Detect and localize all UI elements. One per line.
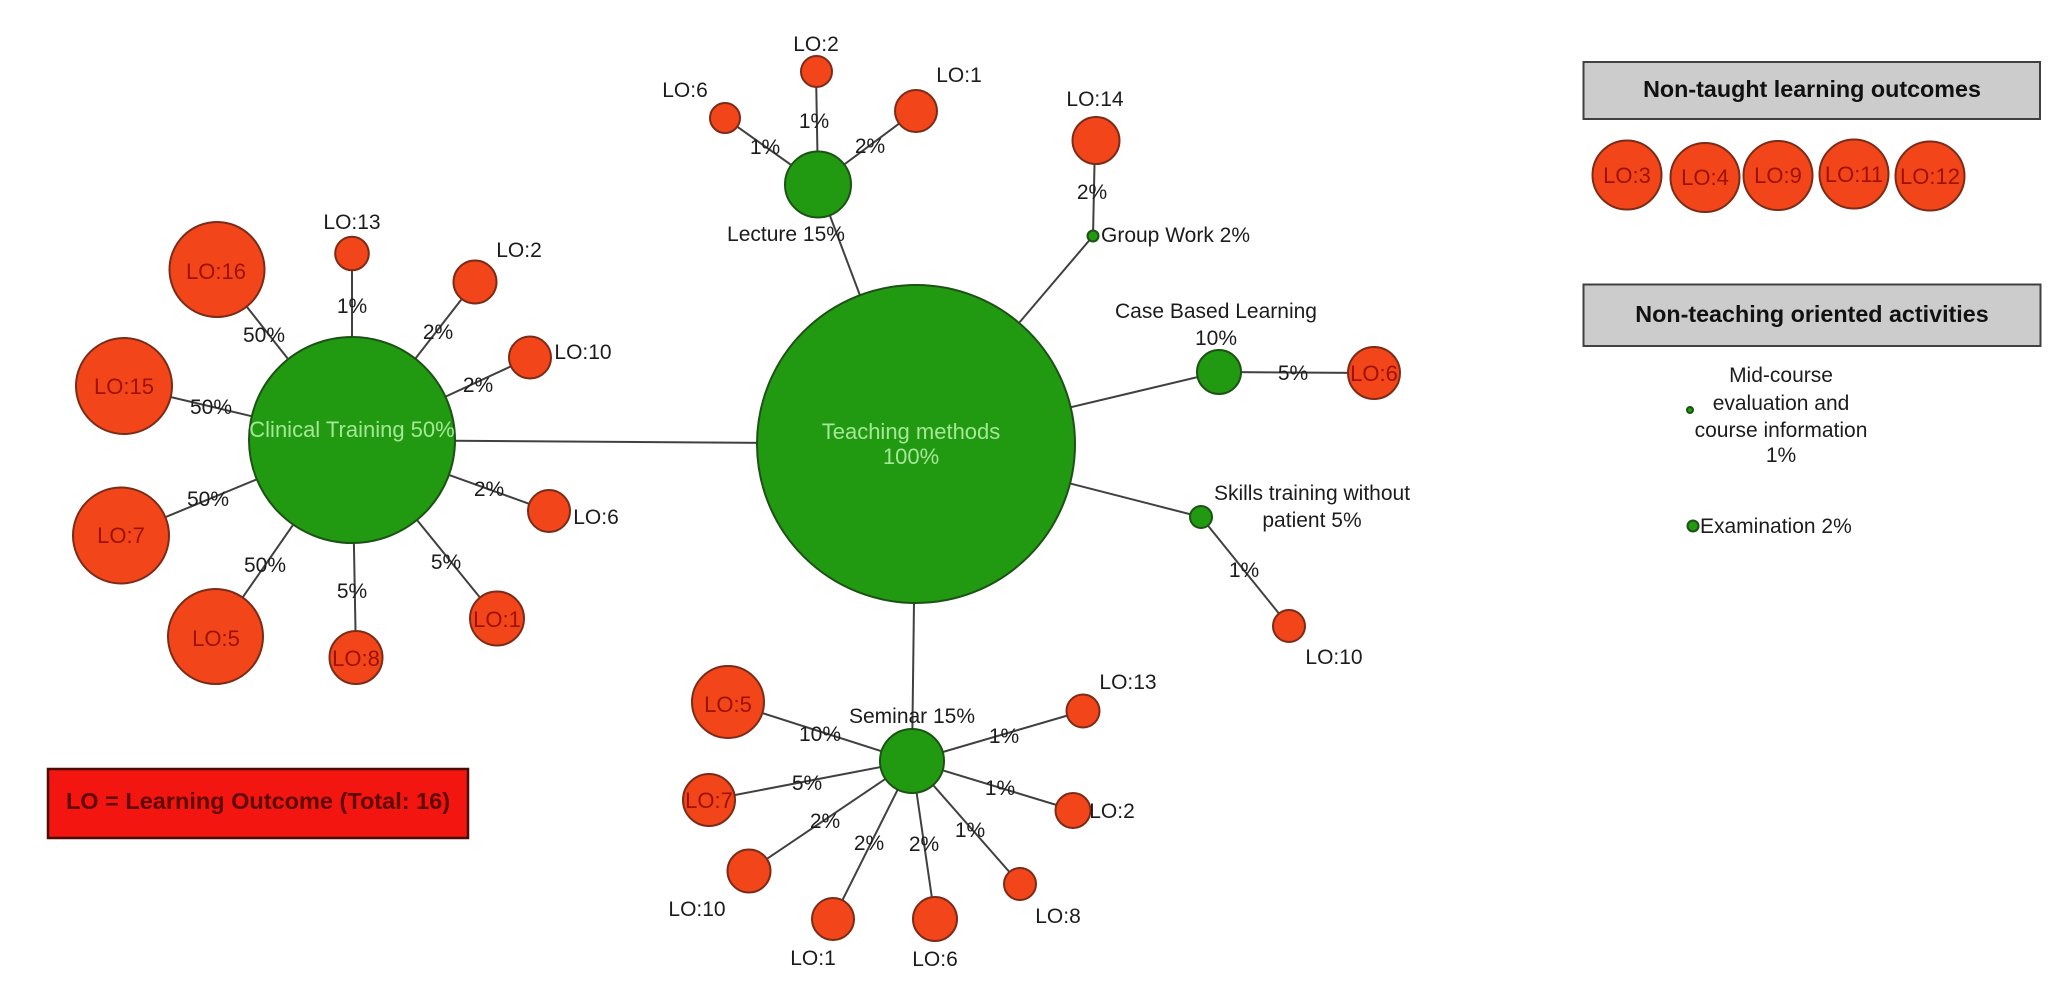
- svg-text:LO:8: LO:8: [332, 646, 380, 671]
- svg-text:50%: 50%: [187, 488, 229, 511]
- svg-text:LO:5: LO:5: [704, 692, 752, 717]
- svg-text:LO:11: LO:11: [1825, 162, 1883, 187]
- svg-text:LO:1: LO:1: [936, 64, 982, 87]
- svg-text:LO:6: LO:6: [912, 948, 958, 971]
- svg-text:LO:9: LO:9: [1754, 163, 1802, 188]
- svg-text:LO:5: LO:5: [192, 626, 240, 651]
- svg-text:LO:6: LO:6: [573, 506, 619, 529]
- svg-text:LO:1: LO:1: [473, 607, 521, 632]
- svg-text:LO:13: LO:13: [1099, 671, 1156, 694]
- svg-text:2%: 2%: [855, 135, 885, 158]
- svg-text:10%: 10%: [799, 723, 841, 746]
- svg-text:2%: 2%: [463, 374, 493, 397]
- svg-text:LO:1: LO:1: [790, 947, 836, 970]
- svg-text:5%: 5%: [1278, 362, 1308, 385]
- svg-text:LO:2: LO:2: [496, 239, 542, 262]
- svg-text:1%: 1%: [985, 777, 1015, 800]
- svg-text:5%: 5%: [431, 551, 461, 574]
- svg-text:LO:10: LO:10: [554, 341, 611, 364]
- svg-text:5%: 5%: [792, 772, 822, 795]
- svg-text:LO:2: LO:2: [1089, 800, 1135, 823]
- svg-text:LO:7: LO:7: [97, 523, 145, 548]
- svg-text:evaluation and: evaluation and: [1713, 392, 1850, 415]
- svg-text:LO:6: LO:6: [1350, 361, 1398, 386]
- svg-text:LO:3: LO:3: [1603, 163, 1651, 188]
- svg-text:2%: 2%: [909, 833, 939, 856]
- svg-text:2%: 2%: [423, 321, 453, 344]
- svg-text:Group Work 2%: Group Work 2%: [1101, 224, 1250, 247]
- svg-text:LO:10: LO:10: [1305, 646, 1362, 669]
- svg-text:Examination 2%: Examination 2%: [1700, 515, 1852, 538]
- svg-text:LO = Learning Outcome (Total:: LO = Learning Outcome (Total: 16): [66, 788, 450, 814]
- svg-text:100%: 100%: [883, 444, 939, 469]
- svg-text:1%: 1%: [750, 136, 780, 159]
- svg-text:patient 5%: patient 5%: [1262, 509, 1361, 532]
- svg-text:2%: 2%: [810, 810, 840, 833]
- svg-text:Case Based Learning: Case Based Learning: [1115, 300, 1317, 323]
- svg-text:1%: 1%: [337, 295, 367, 318]
- svg-text:LO:16: LO:16: [186, 259, 246, 284]
- svg-text:Clinical Training 50%: Clinical Training 50%: [249, 417, 454, 442]
- svg-text:Skills training without: Skills training without: [1214, 482, 1410, 505]
- svg-text:50%: 50%: [243, 324, 285, 347]
- svg-text:2%: 2%: [1077, 181, 1107, 204]
- svg-text:10%: 10%: [1195, 327, 1237, 350]
- svg-text:LO:7: LO:7: [685, 788, 733, 813]
- svg-text:1%: 1%: [989, 725, 1019, 748]
- svg-text:1%: 1%: [799, 110, 829, 133]
- svg-text:LO:13: LO:13: [323, 211, 380, 234]
- svg-text:2%: 2%: [854, 832, 884, 855]
- svg-text:Mid-course: Mid-course: [1729, 364, 1833, 387]
- svg-text:LO:4: LO:4: [1681, 165, 1729, 190]
- svg-text:1%: 1%: [1229, 559, 1259, 582]
- svg-text:Seminar 15%: Seminar 15%: [849, 705, 975, 728]
- svg-text:Non-taught learning outcomes: Non-taught learning outcomes: [1643, 76, 1981, 102]
- svg-text:LO:6: LO:6: [662, 79, 708, 102]
- svg-text:50%: 50%: [190, 396, 232, 419]
- svg-text:2%: 2%: [474, 478, 504, 501]
- svg-text:LO:14: LO:14: [1066, 88, 1124, 111]
- svg-text:1%: 1%: [1766, 444, 1796, 467]
- svg-text:course information: course information: [1695, 419, 1868, 442]
- svg-text:1%: 1%: [955, 819, 985, 842]
- svg-text:Teaching methods: Teaching methods: [822, 419, 1001, 444]
- svg-text:LO:12: LO:12: [1900, 164, 1960, 189]
- svg-text:LO:8: LO:8: [1035, 905, 1081, 928]
- svg-text:LO:2: LO:2: [793, 33, 839, 56]
- svg-text:Non-teaching oriented activiti: Non-teaching oriented activities: [1635, 301, 1988, 327]
- svg-text:LO:15: LO:15: [94, 374, 154, 399]
- svg-text:5%: 5%: [337, 580, 367, 603]
- svg-text:Lecture 15%: Lecture 15%: [727, 223, 845, 246]
- svg-text:LO:10: LO:10: [668, 898, 725, 921]
- svg-text:50%: 50%: [244, 554, 286, 577]
